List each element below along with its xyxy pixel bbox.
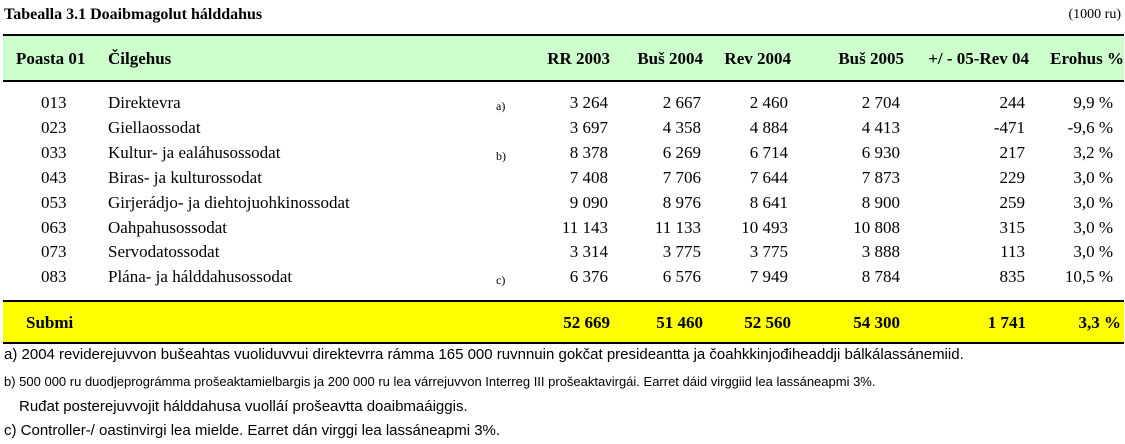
cell-poasta: 073 xyxy=(41,242,67,262)
cell-rev2004: 10 493 xyxy=(741,217,788,237)
header-bus2004: Buš 2004 xyxy=(637,49,703,68)
cell-bus2005: 6 930 xyxy=(861,142,900,162)
cell-poasta: 083 xyxy=(41,267,67,287)
cell-poasta: 053 xyxy=(41,192,67,212)
cell-rev2004: 7 949 xyxy=(749,267,788,287)
header-bus2005: Buš 2005 xyxy=(838,49,904,68)
footnote-marker: b) xyxy=(496,148,506,163)
cell-bus2005: 10 808 xyxy=(853,217,900,237)
cell-bus2004: 2 667 xyxy=(662,93,701,112)
total-diff: 1 741 xyxy=(987,313,1026,332)
header-diff: +/ - 05-Rev 04 xyxy=(928,49,1029,68)
header-erohus: Erohus % xyxy=(1050,49,1124,68)
total-rev2004: 52 560 xyxy=(744,313,791,332)
total-bus2004: 51 460 xyxy=(656,313,703,332)
header-cilgehus: Čilgehus xyxy=(108,49,172,68)
footnote-marker: a) xyxy=(496,99,506,113)
cell-rev2004: 2 460 xyxy=(749,93,788,112)
cell-cilgehus: Kultur- ja ealáhusossodat xyxy=(108,142,281,162)
total-label: Submi xyxy=(26,313,74,332)
cell-cilgehus: Direktevra xyxy=(108,93,181,112)
cell-cilgehus: Servodatossodat xyxy=(108,242,220,262)
cell-rr2003: 7 408 xyxy=(569,167,608,187)
total-bus2005: 54 300 xyxy=(853,313,900,332)
cell-erohus: 3,0 % xyxy=(1073,167,1113,187)
cell-bus2005: 8 900 xyxy=(861,192,900,212)
header-rr2003: RR 2003 xyxy=(547,49,610,68)
cell-poasta: 043 xyxy=(41,167,67,187)
cell-rr2003: 11 143 xyxy=(561,217,608,237)
cell-diff: 315 xyxy=(999,217,1026,237)
cell-erohus: 9,9 % xyxy=(1073,93,1113,112)
cell-diff: -471 xyxy=(993,117,1025,137)
cell-rev2004: 6 714 xyxy=(749,142,788,162)
table-header: Poasta 01 Čilgehus RR 2003 Buš 2004 Rev … xyxy=(3,34,1124,82)
cell-bus2004: 6 576 xyxy=(662,267,701,287)
cell-bus2004: 7 706 xyxy=(662,167,701,187)
total-rr2003: 52 669 xyxy=(563,313,610,332)
footnote-b-continued: Ruđat posterejuvvojit hálddahusa vuolláí… xyxy=(19,398,468,415)
cell-bus2005: 8 784 xyxy=(861,267,900,287)
footnote-a: a) 2004 reviderejuvvon bušeahtas vuolidu… xyxy=(4,346,964,363)
cell-diff: 229 xyxy=(999,167,1026,187)
cell-poasta: 033 xyxy=(41,142,67,162)
cell-bus2005: 7 873 xyxy=(861,167,900,187)
cell-erohus: 3,0 % xyxy=(1073,217,1113,237)
cell-diff: 217 xyxy=(999,142,1026,162)
cell-rev2004: 8 641 xyxy=(749,192,788,212)
cell-erohus: 3,0 % xyxy=(1073,192,1113,212)
cell-cilgehus: Plána- ja hálddahusossodat xyxy=(108,267,293,287)
cell-bus2004: 6 269 xyxy=(662,142,701,162)
footnote-c: c) Controller-/ oastinvirgi lea mielde. … xyxy=(4,422,501,439)
total-row: Submi 52 669 51 460 52 560 54 300 1 741 … xyxy=(3,300,1124,344)
cell-erohus: -9,6 % xyxy=(1067,117,1113,137)
cell-rr2003: 6 376 xyxy=(569,267,608,287)
cell-rr2003: 3 264 xyxy=(569,93,608,112)
cell-cilgehus: Giellaossodat xyxy=(108,117,201,137)
footnote-marker: c) xyxy=(496,273,506,288)
cell-bus2005: 2 704 xyxy=(861,93,900,112)
cell-diff: 259 xyxy=(999,192,1026,212)
cell-diff: 113 xyxy=(1000,242,1025,262)
cell-cilgehus: Girjerádjo- ja diehtojuohkinossodat xyxy=(108,192,350,212)
title-row: Tabealla 3.1 Doaibmagolut hálddahus (100… xyxy=(4,6,1121,26)
cell-cilgehus: Oahpahusossodat xyxy=(108,217,227,237)
unit-label: (1000 ru) xyxy=(1068,7,1122,22)
cell-bus2005: 3 888 xyxy=(861,242,900,262)
cell-rev2004: 7 644 xyxy=(749,167,788,187)
total-erohus: 3,3 % xyxy=(1078,313,1122,332)
cell-rr2003: 3 697 xyxy=(569,117,608,137)
cell-poasta: 063 xyxy=(41,217,67,237)
cell-bus2004: 11 133 xyxy=(654,217,701,237)
cell-rr2003: 8 378 xyxy=(569,142,608,162)
cell-rr2003: 9 090 xyxy=(569,192,608,212)
cell-erohus: 10,5 % xyxy=(1064,267,1113,287)
header-rev2004: Rev 2004 xyxy=(724,49,791,68)
cell-erohus: 3,2 % xyxy=(1073,142,1113,162)
table-title: Tabealla 3.1 Doaibmagolut hálddahus xyxy=(4,6,263,23)
footnote-b: b) 500 000 ru duodjeprográmma prošeaktam… xyxy=(4,374,876,389)
cell-rev2004: 4 884 xyxy=(749,117,788,137)
cell-rev2004: 3 775 xyxy=(749,242,788,262)
cell-rr2003: 3 314 xyxy=(569,242,608,262)
header-poasta: Poasta 01 xyxy=(16,49,86,68)
cell-bus2004: 8 976 xyxy=(662,192,701,212)
cell-bus2004: 3 775 xyxy=(662,242,701,262)
cell-bus2005: 4 413 xyxy=(861,117,900,137)
cell-cilgehus: Biras- ja kulturossodat xyxy=(108,167,262,187)
cell-diff: 835 xyxy=(999,267,1026,287)
cell-poasta: 013 xyxy=(41,93,67,112)
cell-bus2004: 4 358 xyxy=(662,117,701,137)
cell-poasta: 023 xyxy=(41,117,67,137)
cell-diff: 244 xyxy=(999,93,1026,112)
cell-erohus: 3,0 % xyxy=(1073,242,1113,262)
